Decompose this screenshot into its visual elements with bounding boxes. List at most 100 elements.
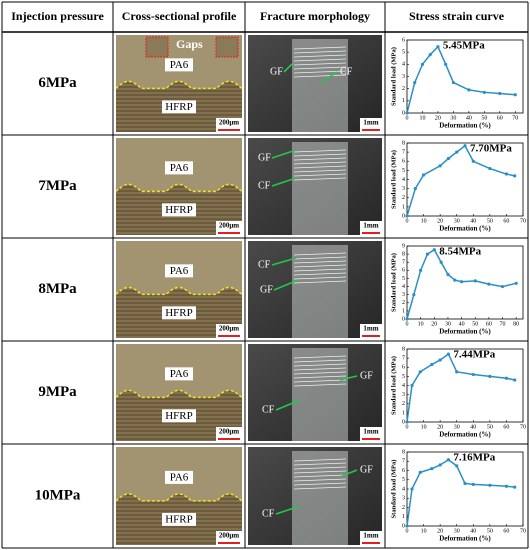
- y-tick-label: 2: [402, 401, 405, 407]
- scale-bar: [362, 438, 380, 440]
- data-point: [438, 164, 442, 168]
- fiber: [293, 375, 347, 379]
- data-point: [482, 90, 486, 94]
- x-tick-label: 30: [450, 115, 456, 121]
- y-tick-label: 2: [402, 86, 405, 92]
- y-tick-label: 4: [402, 383, 405, 389]
- material-label: PA6: [170, 368, 189, 380]
- fiber-label: GF: [360, 370, 373, 381]
- x-tick-label: 0: [406, 218, 409, 224]
- data-point: [453, 278, 457, 282]
- data-point: [467, 88, 471, 92]
- x-tick-label: 70: [512, 115, 518, 121]
- fiber: [293, 355, 347, 359]
- plot-frame: [406, 245, 524, 320]
- y-axis-label: Standard load (MPa): [390, 460, 397, 519]
- data-point: [513, 378, 517, 382]
- x-tick-label: 50: [487, 218, 493, 224]
- y-tick-label: 2: [402, 300, 405, 306]
- y-axis-label: Standard load (MPa): [390, 47, 397, 106]
- data-point: [498, 91, 502, 96]
- data-point: [410, 487, 414, 491]
- fiber: [293, 161, 347, 165]
- y-tick-label: 1: [402, 410, 405, 416]
- x-tick-label: 10: [419, 115, 425, 121]
- x-tick-label: 20: [437, 528, 443, 534]
- fiber: [293, 165, 347, 169]
- header-cell: Fracture morphology: [260, 9, 370, 23]
- y-axis-label: Standard load (MPa): [390, 356, 397, 415]
- data-point: [463, 144, 467, 148]
- x-tick-label: 30: [445, 321, 451, 327]
- y-tick-label: 2: [402, 195, 405, 201]
- pressure-label: 7MPa: [38, 178, 77, 194]
- scale-box: [216, 221, 242, 235]
- data-point: [436, 45, 440, 49]
- curve: [406, 144, 515, 217]
- fiber: [293, 264, 347, 268]
- fiber: [293, 474, 347, 478]
- arrow: [273, 279, 299, 291]
- data-point: [439, 260, 443, 264]
- data-point: [405, 524, 409, 528]
- label-box: [162, 512, 196, 526]
- fiber: [293, 173, 347, 177]
- scale-label: 200μm: [219, 428, 239, 436]
- label-box: [162, 409, 196, 423]
- data-point: [405, 317, 409, 321]
- peak-label: 7.44MPa: [453, 349, 495, 361]
- x-tick-label: 30: [454, 528, 460, 534]
- scale-label: 1mm: [363, 428, 378, 436]
- x-tick-label: 20: [437, 218, 443, 224]
- fiber: [293, 359, 347, 363]
- material-label: PA6: [170, 265, 189, 277]
- x-axis-label: Deformation (%): [439, 328, 491, 336]
- arrow: [271, 149, 297, 159]
- header-cell: Stress strain curve: [409, 9, 505, 23]
- x-tick-label: 10: [421, 424, 427, 430]
- x-tick-label: 0: [406, 321, 409, 327]
- y-tick-label: 5: [402, 276, 405, 282]
- fiber: [293, 482, 347, 486]
- x-tick-label: 20: [431, 321, 437, 327]
- gap-inset: [215, 36, 239, 58]
- pressure-label: 9MPa: [38, 384, 77, 400]
- x-tick-label: 40: [470, 218, 476, 224]
- material-label: PA6: [170, 162, 189, 174]
- y-axis-label: Standard load (MPa): [390, 253, 397, 312]
- scale-label: 200μm: [219, 532, 239, 540]
- y-tick-label: 3: [402, 496, 405, 502]
- y-tick-label: 0: [402, 110, 405, 116]
- fiber: [293, 478, 347, 482]
- material-label: HFRP: [165, 307, 193, 319]
- fiber: [293, 379, 347, 383]
- x-tick-label: 0: [406, 528, 409, 534]
- data-point: [446, 458, 451, 462]
- curve: [406, 248, 517, 320]
- data-point: [446, 352, 451, 356]
- data-point: [455, 150, 459, 154]
- data-point: [405, 214, 409, 218]
- x-tick-label: 20: [437, 424, 443, 430]
- data-point: [412, 293, 416, 297]
- y-tick-label: 8: [402, 251, 405, 257]
- y-tick-label: 0: [402, 523, 405, 529]
- data-point: [471, 372, 475, 377]
- scale-box: [360, 427, 382, 441]
- data-point: [419, 268, 423, 272]
- data-point: [459, 280, 464, 284]
- pressure-label: 8MPa: [38, 281, 77, 297]
- specimen: [292, 142, 348, 235]
- peak-label: 8.54MPa: [439, 246, 481, 258]
- y-tick-label: 4: [402, 177, 405, 183]
- data-point: [455, 464, 459, 468]
- x-tick-label: 40: [470, 528, 476, 534]
- data-point: [421, 173, 426, 177]
- scale-label: 200μm: [219, 119, 239, 127]
- y-tick-label: 0: [402, 316, 405, 322]
- y-tick-label: 6: [402, 468, 405, 474]
- y-tick-label: 3: [402, 292, 405, 298]
- data-point: [413, 187, 417, 191]
- label-box: [165, 367, 193, 381]
- scale-bar: [218, 129, 240, 131]
